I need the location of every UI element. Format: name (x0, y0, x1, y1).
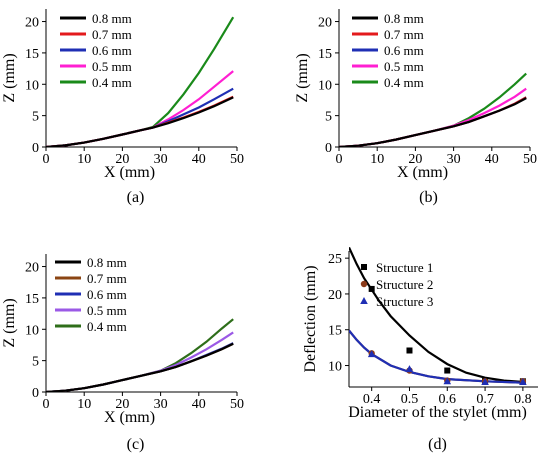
y-tick-label: 10 (25, 78, 39, 93)
panel-label: (b) (419, 189, 438, 206)
y-tick-label: 15 (25, 47, 39, 62)
x-tick-label: 30 (154, 397, 168, 412)
series-line-0.7-mm (339, 96, 527, 147)
x-tick-label: 20 (408, 152, 422, 167)
y-tick-label: 10 (25, 323, 39, 338)
series-line-0.6-mm (339, 96, 527, 147)
panel-label: (d) (428, 436, 447, 453)
x-tick-label: 30 (154, 152, 168, 167)
legend-marker (361, 264, 367, 270)
legend-label: 0.4 mm (92, 75, 132, 90)
y-tick-label: 20 (25, 261, 39, 276)
series-line-0.8-mm (339, 97, 527, 147)
legend-label: 0.6 mm (92, 43, 132, 58)
data-point-Structure-1 (368, 285, 375, 292)
y-tick-label: 10 (318, 78, 332, 93)
x-axis-label: X (mm) (397, 164, 448, 181)
data-point-Structure-3 (519, 377, 527, 385)
x-tick-label: 0.7 (476, 392, 494, 407)
legend-label: 0.7 mm (384, 27, 424, 42)
x-tick-label: 10 (370, 152, 384, 167)
x-tick-label: 0 (43, 152, 50, 167)
y-axis-label: Z (mm) (1, 298, 18, 347)
legend-label: Structure 3 (376, 294, 433, 309)
legend-label: Structure 1 (376, 260, 433, 275)
y-tick-label: 10 (328, 360, 342, 375)
legend-label: 0.7 mm (92, 27, 132, 42)
legend-label: Structure 2 (376, 277, 433, 292)
legend-label: 0.4 mm (87, 319, 127, 334)
data-point-Structure-3 (443, 377, 452, 385)
x-tick-label: 10 (77, 397, 91, 412)
y-tick-label: 0 (32, 386, 39, 401)
y-tick-label: 15 (25, 292, 39, 307)
y-tick-label: 20 (318, 16, 332, 31)
x-tick-label: 50 (230, 152, 244, 167)
legend-label: 0.5 mm (92, 59, 132, 74)
series-line-0.6-mm (46, 87, 234, 147)
y-tick-label: 0 (32, 141, 39, 156)
fit-curve-2 (349, 329, 523, 384)
legend-label: 0.8 mm (384, 11, 424, 26)
x-tick-label: 20 (115, 152, 129, 167)
legend-label: 0.5 mm (384, 59, 424, 74)
legend-label: 0.4 mm (384, 75, 424, 90)
x-axis-label: X (mm) (104, 409, 155, 426)
data-point-Structure-3 (481, 377, 489, 385)
y-axis-label: Z (mm) (1, 53, 18, 102)
x-axis-label: Diameter of the stylet (mm) (348, 404, 527, 421)
y-tick-label: 20 (328, 288, 342, 303)
x-tick-label: 30 (447, 152, 461, 167)
x-tick-label: 40 (192, 152, 206, 167)
series-line-0.8-mm (46, 342, 234, 392)
x-tick-label: 0.4 (363, 392, 381, 407)
legend-label: 0.8 mm (92, 11, 132, 26)
x-tick-label: 50 (523, 152, 537, 167)
legend-label: 0.7 mm (87, 271, 127, 286)
x-tick-label: 0 (43, 397, 50, 412)
y-tick-label: 25 (328, 252, 342, 267)
data-point-Structure-1 (444, 367, 451, 374)
y-axis-label: Z (mm) (294, 53, 311, 102)
legend-marker (360, 297, 368, 304)
data-point-Structure-1 (406, 347, 413, 354)
data-point-Structure-3 (405, 365, 414, 373)
series-line-0.8-mm (46, 96, 234, 147)
y-tick-label: 20 (25, 16, 39, 31)
data-point-Structure-3 (367, 350, 376, 358)
legend-marker (360, 280, 368, 288)
legend-label: 0.6 mm (87, 287, 127, 302)
series-line-0.5-mm (46, 331, 234, 392)
y-tick-label: 0 (325, 141, 332, 156)
x-tick-label: 0.8 (514, 392, 532, 407)
x-tick-label: 0.6 (439, 392, 457, 407)
panel-label: (c) (127, 436, 145, 453)
legend-label: 0.5 mm (87, 303, 127, 318)
x-tick-label: 20 (115, 397, 129, 412)
panel-label: (a) (127, 189, 145, 206)
x-tick-label: 0.5 (401, 392, 419, 407)
x-tick-label: 40 (192, 397, 206, 412)
y-tick-label: 5 (325, 110, 332, 125)
y-tick-label: 5 (32, 110, 39, 125)
legend-label: 0.6 mm (384, 43, 424, 58)
y-tick-label: 5 (32, 355, 39, 370)
x-tick-label: 0 (336, 152, 343, 167)
panel-3-chart: 0.4 0.5 0.6 0.7 0.8 10 15 20 25 Diameter of the s… (302, 247, 538, 453)
x-tick-label: 50 (230, 397, 244, 412)
x-tick-label: 10 (77, 152, 91, 167)
x-tick-label: 40 (485, 152, 499, 167)
x-axis-label: X (mm) (104, 164, 155, 181)
y-tick-label: 15 (328, 324, 342, 339)
y-tick-label: 15 (318, 47, 332, 62)
legend-label: 0.8 mm (87, 255, 127, 270)
y-axis-label: Deflection (mm) (302, 265, 319, 372)
